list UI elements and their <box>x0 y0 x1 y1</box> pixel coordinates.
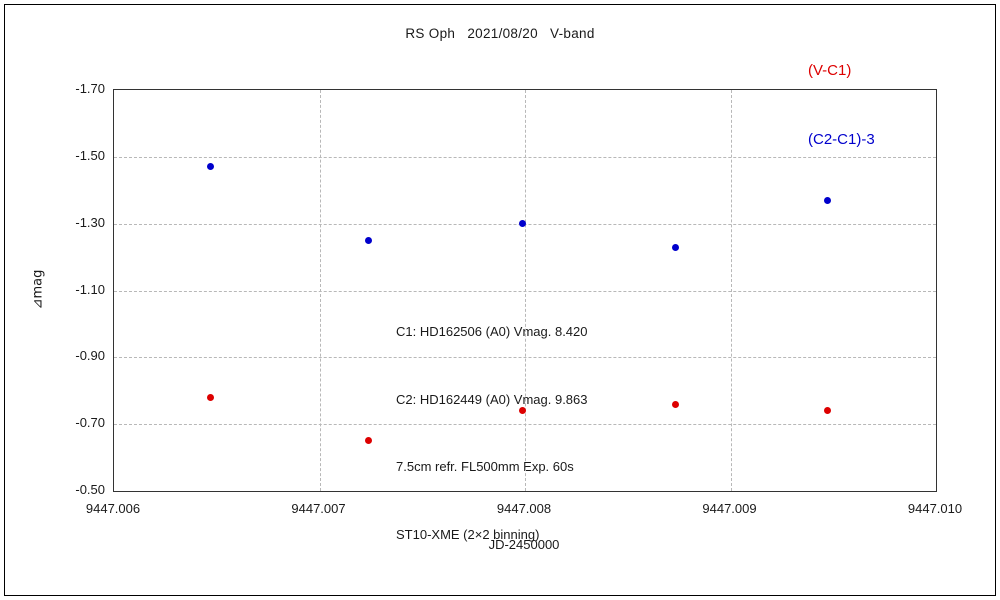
horizontal-gridline <box>114 156 936 158</box>
x-tick-label: 9447.007 <box>291 501 346 516</box>
y-tick-label: -0.70 <box>75 415 105 431</box>
legend: (V-C1) (C2-C1)-3 <box>808 13 875 197</box>
y-tick-label: -0.90 <box>75 348 105 364</box>
data-point <box>207 163 215 171</box>
data-point <box>519 407 527 415</box>
data-point <box>671 400 679 408</box>
annotation-line-c1: C1: HD162506 (A0) Vmag. 8.420 <box>396 324 588 339</box>
x-axis-label: JD-2450000 <box>488 537 560 552</box>
data-point <box>519 220 527 228</box>
data-point <box>365 236 373 244</box>
data-point <box>365 437 373 445</box>
annotation-line-telescope: 7.5cm refr. FL500mm Exp. 60s <box>396 459 574 474</box>
x-tick-label: 9447.006 <box>85 501 141 516</box>
legend-item-v-c1: (V-C1) <box>808 62 852 79</box>
y-tick-label: -1.30 <box>75 214 105 230</box>
annotation-block: C1: HD162506 (A0) Vmag. 8.420 C2: HD1624… <box>396 276 588 591</box>
data-point <box>823 407 831 415</box>
annotation-line-camera: ST10-XME (2×2 binning) <box>396 526 540 542</box>
x-tick-label: 9447.009 <box>702 501 757 516</box>
annotation-line-c2: C2: HD162449 (A0) Vmag. 9.863 <box>396 391 588 407</box>
data-point <box>823 196 831 204</box>
plot-area: C1: HD162506 (A0) Vmag. 8.420 C2: HD1624… <box>113 89 937 542</box>
y-tick-label: -1.50 <box>75 147 105 163</box>
x-tick-label: 9447.008 <box>496 501 552 516</box>
legend-item-c2-c1-minus-3: (C2-C1)-3 <box>808 131 875 148</box>
data-point <box>671 243 679 251</box>
horizontal-gridline <box>114 290 936 292</box>
horizontal-gridline <box>114 357 936 359</box>
y-tick-label: -0.50 <box>75 482 105 497</box>
y-tick-label: -1.10 <box>75 281 105 297</box>
y-tick-label: -1.70 <box>75 81 105 96</box>
horizontal-gridline <box>114 424 936 426</box>
chart-title: RS Oph 2021/08/20 V-band <box>405 26 595 41</box>
x-tick-label: 9447.010 <box>907 501 963 516</box>
data-point <box>207 393 215 401</box>
